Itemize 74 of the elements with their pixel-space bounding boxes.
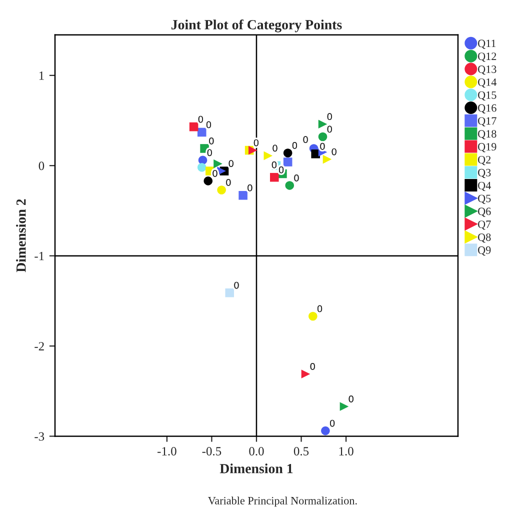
point <box>238 190 248 200</box>
y-tick-label: 1 <box>39 71 44 80</box>
legend-label: Q13 <box>478 66 496 75</box>
annotation: 0 <box>226 179 231 186</box>
legend-label: Q3 <box>478 168 491 178</box>
point <box>321 426 330 436</box>
point <box>197 163 206 172</box>
point <box>322 154 332 164</box>
legend-label: Q12 <box>478 52 496 62</box>
legend-label: Q15 <box>478 91 496 101</box>
point <box>248 146 258 155</box>
point <box>204 176 213 186</box>
x-tick-label: -1.0 <box>158 447 176 456</box>
annotation: 0 <box>317 305 322 312</box>
point <box>308 312 318 321</box>
point <box>225 288 234 298</box>
point <box>340 402 349 411</box>
annotation: 0 <box>320 142 325 150</box>
chart-title: Joint Plot of Category Points <box>171 19 342 32</box>
annotation: 0 <box>248 184 252 192</box>
y-axis-title: Dimension 2 <box>16 199 26 272</box>
annotation: 0 <box>209 138 214 144</box>
point <box>217 186 226 194</box>
legend-label: Q6 <box>478 208 491 217</box>
annotation: 0 <box>272 144 278 152</box>
y-tick-label: 0 <box>38 162 44 170</box>
legend-label: Q5 <box>478 194 491 204</box>
annotation: 0 <box>198 116 203 123</box>
y-tick-label: -2 <box>34 342 44 350</box>
annotation: 0 <box>228 160 234 167</box>
point <box>189 122 198 132</box>
annotation: 0 <box>234 282 239 289</box>
annotation: 0 <box>332 148 336 156</box>
x-tick-label: 0.5 <box>294 447 309 456</box>
point <box>318 132 328 142</box>
annotation: 0 <box>294 174 299 182</box>
x-tick-label: -0.5 <box>202 447 222 456</box>
legend-label: Q2 <box>478 156 491 166</box>
legend-label: Q14 <box>478 78 497 88</box>
point <box>283 148 292 158</box>
point <box>318 120 328 129</box>
legend-label: Q19 <box>478 143 496 152</box>
legend-label: Q18 <box>478 130 496 140</box>
legend-label: Q4 <box>478 182 491 191</box>
legend-label: Q16 <box>478 104 496 114</box>
text: Variable Principal Normalization. <box>208 496 357 507</box>
annotation: 0 <box>327 126 332 133</box>
legend-label: Q7 <box>478 220 491 230</box>
point <box>283 158 292 166</box>
point <box>285 181 294 190</box>
point <box>264 151 273 160</box>
x-tick-label: 1.0 <box>339 447 354 456</box>
point <box>270 172 279 182</box>
annotation: 0 <box>327 113 332 120</box>
annotation: 0 <box>330 420 335 427</box>
annotation: 0 <box>206 121 212 128</box>
legend-label: Q8 <box>478 233 491 243</box>
legend-label: Q17 <box>478 117 496 126</box>
point <box>197 128 206 137</box>
point <box>198 156 208 165</box>
point <box>301 370 310 378</box>
point <box>214 159 222 168</box>
y-tick-label: -1 <box>34 252 44 260</box>
annotation: 0 <box>348 396 354 402</box>
annotation: 0 <box>292 142 298 149</box>
x-axis-title: Dimension 1 <box>220 464 293 474</box>
x-tick-label: 0.0 <box>249 447 264 456</box>
legend-label: Q9 <box>478 246 491 256</box>
annotation: 0 <box>272 161 277 168</box>
y-tick-label: -3 <box>34 432 44 441</box>
annotation: 0 <box>207 149 212 156</box>
annotation: 0 <box>310 363 315 370</box>
annotation: 0 <box>303 136 308 144</box>
legend-label: Q11 <box>478 40 496 49</box>
